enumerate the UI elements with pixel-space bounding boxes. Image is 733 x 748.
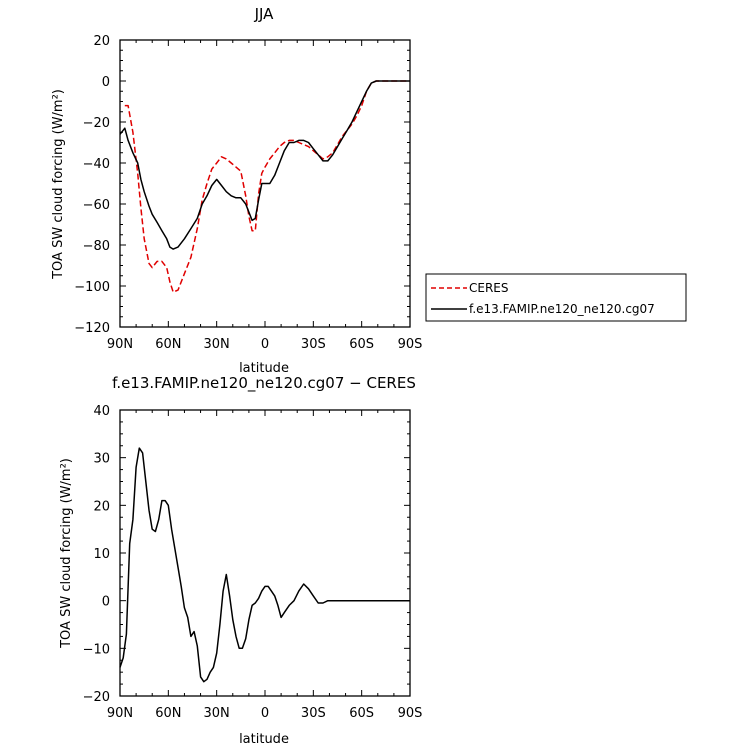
bottom-y-tick-label: 0 [102,595,110,610]
top-x-axis-label: latitude [239,361,289,376]
top-y-tick-label: −40 [83,157,110,172]
bottom-x-tick-label: 90S [398,706,423,721]
bottom-panel: f.e13.FAMIP.ne120_ne120.cg07 − CERES 90N… [59,374,422,747]
top-x-tick-label: 90N [107,337,133,352]
top-x-tick-label: 60N [155,337,181,352]
bottom-x-tick-label: 60N [155,706,181,721]
bottom-x-tick-label: 0 [261,706,269,721]
bottom-x-axis-label: latitude [239,732,289,747]
top-chart-title: JJA [254,5,275,23]
top-series-line-1 [119,80,410,250]
top-y-tick-label: −80 [83,239,110,254]
bottom-x-tick-label: 30N [204,706,230,721]
top-series-line-0 [124,80,410,293]
top-x-tick-label: 90S [398,337,423,352]
legend-label-model: f.e13.FAMIP.ne120_ne120.cg07 [469,302,655,316]
bottom-x-tick-label: 30S [301,706,326,721]
top-y-tick-label: 0 [102,75,110,90]
top-x-tick-label: 60S [349,337,374,352]
top-plot-frame [119,39,411,328]
legend-label-ceres: CERES [469,281,509,295]
top-y-tick-label: −120 [74,321,110,336]
top-y-tick-label: −100 [74,280,110,295]
top-y-tick-label: −60 [83,198,110,213]
bottom-y-tick-label: −10 [83,642,110,657]
bottom-x-tick-label: 90N [107,706,133,721]
bottom-x-tick-label: 60S [349,706,374,721]
bottom-y-tick-label: 30 [93,452,110,467]
top-x-tick-label: 30N [204,337,230,352]
bottom-y-tick-label: 10 [93,547,110,562]
bottom-y-axis-label: TOA SW cloud forcing (W/m²) [59,458,74,649]
bottom-y-tick-label: 40 [93,404,110,419]
legend: CERES f.e13.FAMIP.ne120_ne120.cg07 [425,273,687,322]
top-x-tick-label: 0 [261,337,269,352]
bottom-y-tick-label: −20 [83,690,110,705]
bottom-chart-title: f.e13.FAMIP.ne120_ne120.cg07 − CERES [112,374,416,393]
legend-box [425,273,687,322]
top-y-axis-label: TOA SW cloud forcing (W/m²) [51,89,66,280]
bottom-series-line-0 [119,447,410,683]
top-y-tick-label: 20 [93,34,110,49]
bottom-plot-frame [119,409,411,697]
top-panel: JJA 90N 60N 30N 0 30S 60S 90S 20 0 −20 −40 −60 −80 −1… [51,5,687,376]
top-y-tick-label: −20 [83,116,110,131]
top-x-tick-label: 30S [301,337,326,352]
bottom-y-tick-label: 20 [93,499,110,514]
